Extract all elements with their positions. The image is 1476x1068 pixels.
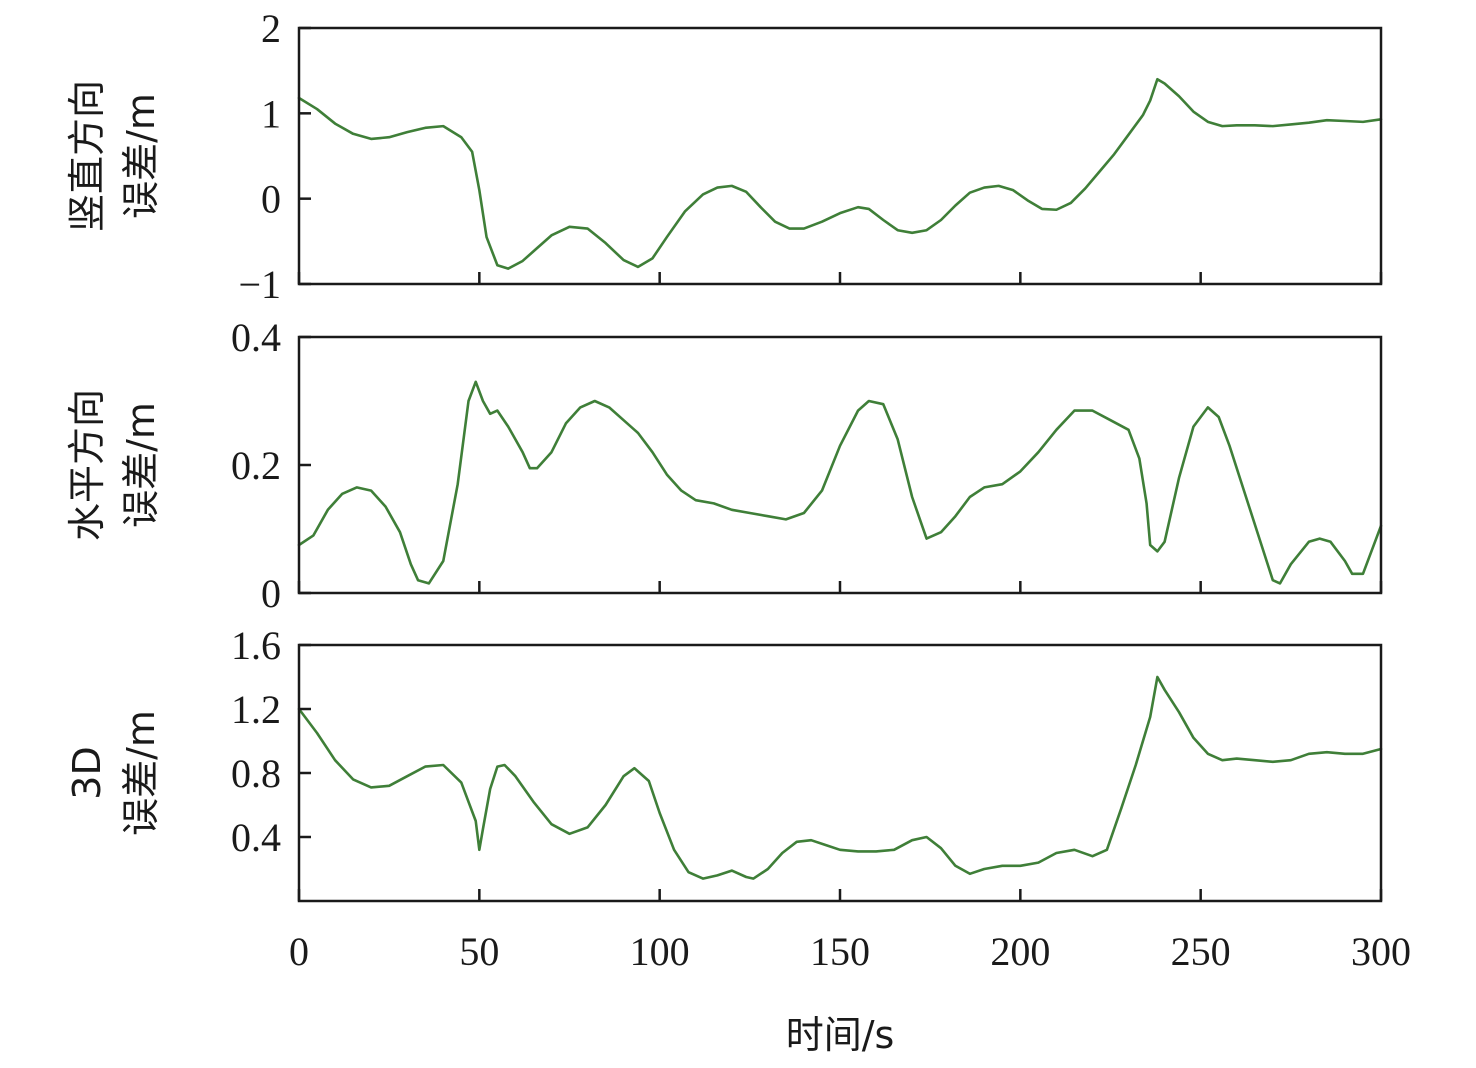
y-tick-label-3d: 0.4 xyxy=(231,815,281,860)
y-tick-label-3d: 0.8 xyxy=(231,751,281,796)
x-tick-labels: 0 50 100 150 200 250 300 xyxy=(289,929,1411,974)
x-tick-label: 250 xyxy=(1171,929,1231,974)
y-tick-label-3d: 1.6 xyxy=(231,623,281,668)
x-tick-label: 300 xyxy=(1351,929,1411,974)
y-tick-label-vertical: 0 xyxy=(261,177,281,222)
series-line-vertical xyxy=(297,77,1383,270)
y-tick-label-horizontal: 0.2 xyxy=(231,443,281,488)
y-tick-label-3d: 1.2 xyxy=(231,687,281,732)
y-axis-label-3d-line2: 误差/m xyxy=(119,710,163,836)
plot-frame-vertical xyxy=(297,26,1383,286)
x-axis-label: 时间/s xyxy=(786,1013,895,1057)
y-tick-label-vertical: 2 xyxy=(261,6,281,51)
y-axis-label-vertical-line1: 竖直方向 xyxy=(65,80,109,232)
y-tick-label-horizontal: 0 xyxy=(261,571,281,616)
x-tick-label: 100 xyxy=(630,929,690,974)
x-tick-label: 150 xyxy=(810,929,870,974)
y-tick-label-horizontal: 0.4 xyxy=(231,315,281,360)
panel-horizontal-error: 0 0.2 0.4 水平方向 误差/m xyxy=(65,315,1383,616)
series-line-3d xyxy=(297,675,1383,880)
y-axis-label-horizontal-line2: 误差/m xyxy=(119,402,163,528)
panel-3d-error: 0.4 0.8 1.2 1.6 3D 误差/m xyxy=(65,623,1383,903)
x-tick-label: 200 xyxy=(990,929,1050,974)
series-line-horizontal xyxy=(297,380,1383,585)
y-tick-label-vertical: −1 xyxy=(238,262,281,307)
y-axis-label-horizontal-line1: 水平方向 xyxy=(65,389,109,541)
x-tick-label: 0 xyxy=(289,929,309,974)
x-tick-label: 50 xyxy=(459,929,499,974)
y-axis-label-3d-line1: 3D xyxy=(65,746,109,799)
y-tick-label-vertical: 1 xyxy=(261,91,281,136)
y-axis-label-vertical-line2: 误差/m xyxy=(119,93,163,219)
plot-frame-3d xyxy=(297,643,1383,903)
panel-vertical-error: −1 0 1 2 竖直方向 误差/m xyxy=(65,6,1383,307)
